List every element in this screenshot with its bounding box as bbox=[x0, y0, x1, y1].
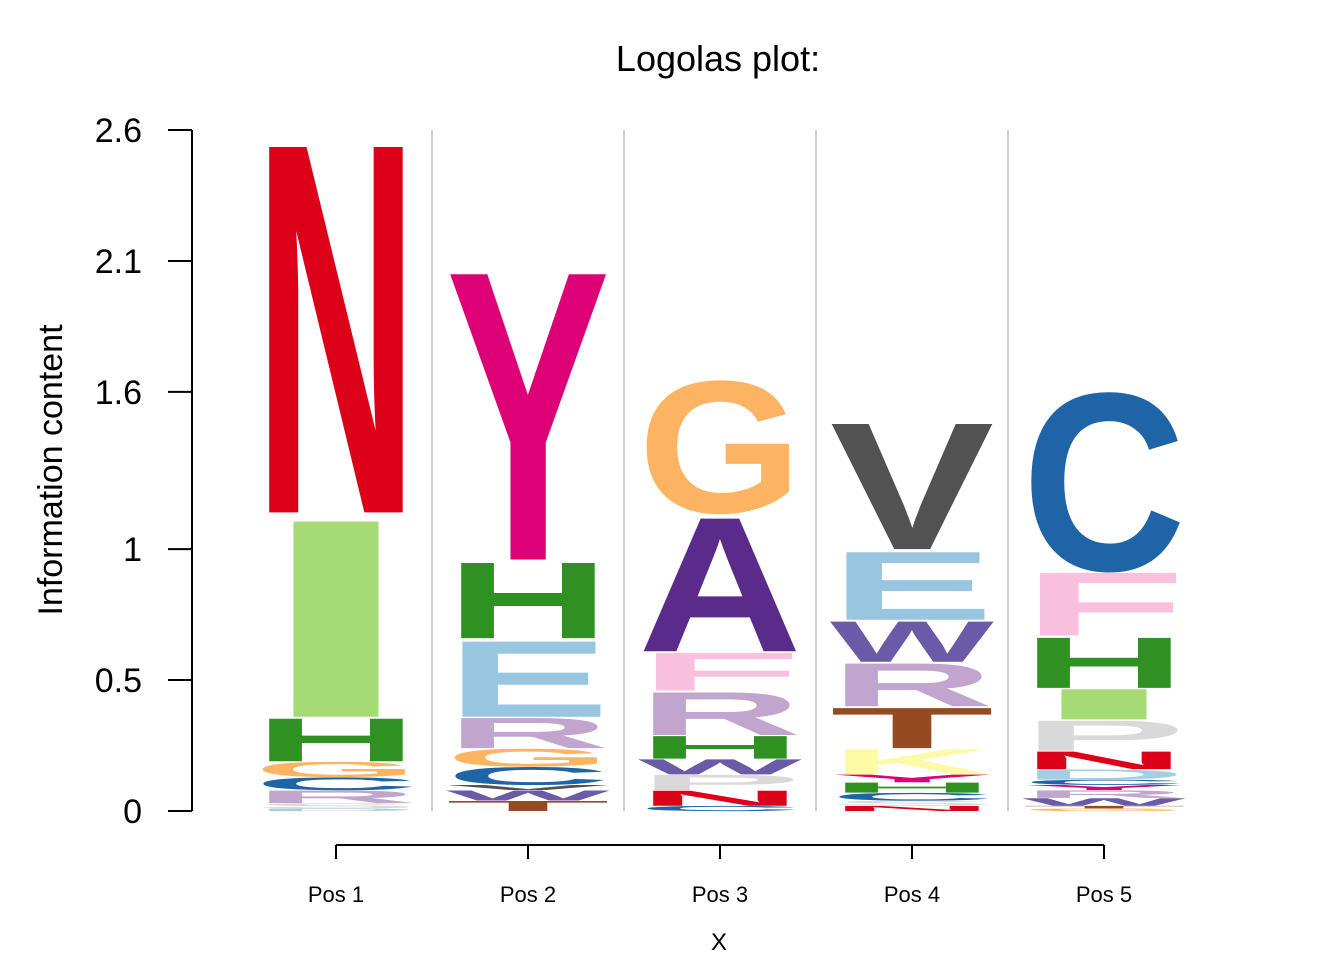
logo-letter-h: H bbox=[254, 705, 418, 774]
logo-letter-c: C bbox=[830, 791, 994, 803]
logo-letter-f: F bbox=[1022, 554, 1186, 655]
y-axis: 0 0.5 1 1.6 2.1 2.6 bbox=[95, 112, 193, 831]
logo-letter-i: I bbox=[1022, 680, 1186, 729]
logo-letter-k: K bbox=[830, 742, 994, 782]
logo-letter-i: I bbox=[254, 461, 418, 778]
logo-letter-h: H bbox=[446, 540, 610, 662]
logo-letter-y: Y bbox=[830, 772, 994, 784]
logo-letter-c: C bbox=[1022, 341, 1186, 625]
logo-letter-w: W bbox=[446, 788, 611, 804]
logo-letter-w: W bbox=[1022, 796, 1186, 808]
logo-letter-w: W bbox=[830, 610, 995, 675]
logo-letter-h: H bbox=[830, 780, 994, 796]
x-tick-label: Pos 5 bbox=[1076, 882, 1132, 907]
logo-letter-r: R bbox=[638, 679, 802, 748]
logo-letter-g: G bbox=[446, 743, 610, 771]
y-tick-label: 2.1 bbox=[95, 243, 142, 281]
logo-letter-r: R bbox=[254, 787, 418, 807]
y-tick-label: 0.5 bbox=[95, 662, 142, 700]
logo-letter-v: V bbox=[446, 783, 610, 791]
logo-letter-g: G bbox=[254, 757, 418, 781]
y-tick-label: 0 bbox=[123, 793, 142, 831]
logo-letter-s: S bbox=[830, 799, 994, 807]
x-tick-label: Pos 4 bbox=[884, 882, 940, 907]
logo-letter-y: Y bbox=[446, 185, 610, 648]
logo-letter-c: C bbox=[254, 774, 418, 794]
logo-letter-r: R bbox=[446, 709, 610, 758]
logo-letter-t: T bbox=[830, 696, 994, 761]
logo-letter-n: N bbox=[1022, 746, 1186, 774]
logo-letter-c: C bbox=[638, 804, 802, 812]
logo-letter-c: C bbox=[1022, 778, 1186, 786]
logo-letter-a: A bbox=[638, 476, 802, 692]
logo-letter-d: D bbox=[254, 808, 418, 812]
x-tick-label: Pos 1 bbox=[308, 882, 364, 907]
logo-letter-c: C bbox=[446, 762, 610, 790]
logo-letter-p: P bbox=[638, 770, 802, 794]
logo-letter-h: H bbox=[1022, 622, 1186, 704]
logo-letter-n: N bbox=[254, 31, 418, 625]
logo-letter-e: E bbox=[830, 531, 994, 641]
x-tick-label: Pos 2 bbox=[500, 882, 556, 907]
chart-title: Logolas plot: bbox=[616, 38, 820, 79]
logo-letter-t: T bbox=[446, 798, 610, 814]
logo-letter-f: F bbox=[638, 642, 802, 703]
logo-letter-g: G bbox=[1022, 808, 1186, 812]
y-tick-label: 1 bbox=[123, 531, 142, 569]
logo-letter-p: P bbox=[1022, 711, 1186, 760]
logo-letter-t: T bbox=[1022, 805, 1186, 809]
y-tick-label: 2.6 bbox=[95, 112, 142, 150]
logo-letter-g: G bbox=[638, 342, 802, 553]
logo-letter-r: R bbox=[1022, 788, 1186, 800]
position-separators bbox=[431, 130, 1009, 811]
logo-letter-v: V bbox=[830, 384, 994, 588]
logo-letter-n: N bbox=[638, 786, 802, 810]
x-axis-label: X bbox=[711, 929, 727, 956]
y-axis-label: Information content bbox=[32, 324, 70, 616]
logo-letter-r: R bbox=[830, 650, 994, 719]
logo-letter-w: W bbox=[638, 755, 802, 779]
logo-letter-d: D bbox=[1022, 766, 1186, 782]
logo-letter-s: S bbox=[254, 802, 418, 810]
x-axis: Pos 1 Pos 2 Pos 3 Pos 4 Pos 5 bbox=[308, 844, 1132, 907]
logo-letter-y: Y bbox=[1022, 783, 1186, 791]
logo-letter-n: N bbox=[830, 804, 994, 812]
x-tick-label: Pos 3 bbox=[692, 882, 748, 907]
y-tick-label: 1.6 bbox=[95, 374, 142, 412]
logo-letter-e: E bbox=[446, 619, 610, 741]
logo-letter-h: H bbox=[638, 729, 802, 766]
logo-letters: DSRCGHINTWVCGREHYCNPWHRFAGNSCHYKTRWEVGTW… bbox=[254, 31, 1186, 814]
